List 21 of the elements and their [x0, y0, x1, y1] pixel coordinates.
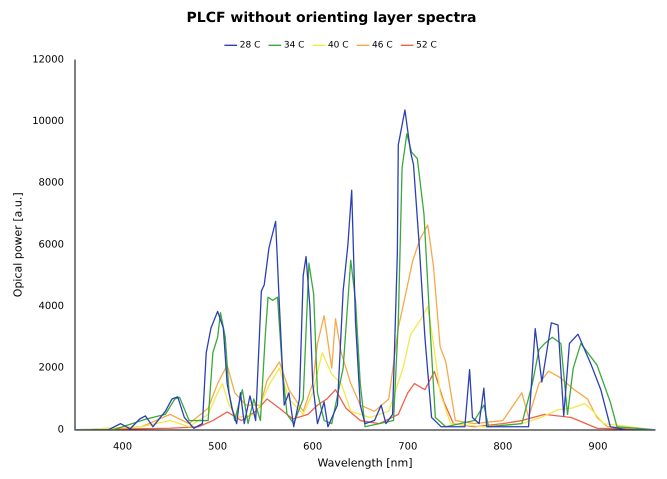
x-axis-title: Wavelength [nm] [317, 456, 413, 470]
y-tick-label: 0 [58, 424, 64, 436]
y-tick-label: 10000 [32, 116, 64, 128]
y-axis-title: Opical power [a.u.] [11, 192, 24, 298]
x-tick-label: 700 [398, 441, 418, 452]
chart-title: PLCF without orienting layer spectra [186, 10, 476, 26]
legend-label: 28 C [240, 40, 260, 51]
legend-label: 46 C [372, 40, 393, 51]
legend-label: 40 C [328, 40, 349, 51]
x-tick-label: 900 [588, 441, 608, 452]
y-tick-label: 2000 [38, 362, 64, 374]
x-tick-label: 500 [208, 441, 228, 452]
legend-label: 34 C [284, 40, 304, 51]
y-tick-label: 8000 [38, 178, 64, 189]
x-tick-label: 800 [493, 441, 512, 452]
x-tick-label: 600 [303, 441, 322, 452]
x-tick-label: 400 [113, 441, 132, 452]
legend-label: 52 C [416, 40, 437, 51]
y-tick-label: 12000 [32, 54, 64, 66]
y-tick-label: 6000 [38, 239, 64, 250]
y-tick-label: 4000 [38, 301, 64, 312]
